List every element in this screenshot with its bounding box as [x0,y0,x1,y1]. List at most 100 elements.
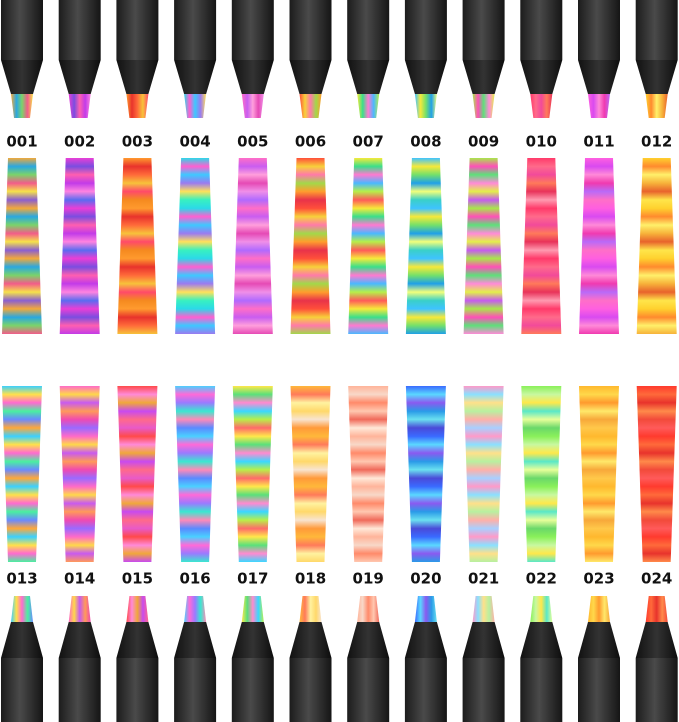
pencil-cone [174,622,217,658]
pencil-cone [231,60,274,94]
pencil-cone [404,60,447,94]
color-code: 014 [64,570,95,588]
pencil-item: 017 [231,386,274,722]
pencil-item: 003 [116,0,159,334]
pencil-body [58,0,101,60]
color-code: 019 [353,570,384,588]
color-code: 004 [179,133,210,151]
pencil-cone [520,60,563,94]
color-code: 011 [583,133,614,151]
pencil-item: 011 [578,0,620,334]
color-code: 007 [353,133,384,151]
color-swatch [290,386,331,562]
pencil-body [404,0,447,60]
color-code: 005 [237,133,268,151]
color-swatch [290,158,331,334]
pencil-cone [635,60,678,94]
color-swatch [463,158,504,334]
pencil-cone [289,60,332,94]
color-swatch [405,386,446,562]
pencil-item: 006 [289,0,332,334]
pencil-cone [347,622,390,658]
color-code: 013 [6,570,37,588]
pencil-body [289,658,332,722]
pencil-tip [472,596,495,622]
pencil-cone [116,622,159,658]
color-code: 002 [64,133,95,151]
pencil-tip [530,596,553,622]
color-swatch [579,158,619,334]
pencil-tip [11,94,33,118]
pencil-item: 012 [635,0,678,334]
color-code: 008 [410,133,441,151]
color-code: 006 [295,133,326,151]
pencil-body [1,658,43,722]
pencil-item: 002 [58,0,101,334]
pencil-tip [472,94,495,118]
pencil-body [116,0,159,60]
pencil-cone [635,622,678,658]
color-swatch [59,158,100,334]
color-code: 021 [468,570,499,588]
pencil-body [116,658,159,722]
pencil-body [520,658,563,722]
pencil-item: 018 [289,386,332,722]
color-swatch [348,386,389,562]
color-code: 024 [641,570,672,588]
pencil-body [635,0,678,60]
pencil-tip [184,596,207,622]
pencil-item: 004 [174,0,217,334]
color-swatch [2,386,42,562]
pencil-cone [1,60,43,94]
color-swatch [117,386,158,562]
pencil-tip [241,94,264,118]
pencil-tip [645,596,668,622]
color-swatch [636,386,677,562]
pencil-item: 019 [347,386,390,722]
pencil-cone [520,622,563,658]
pencil-body [174,0,217,60]
pencil-cone [289,622,332,658]
pencil-cone [231,622,274,658]
color-code: 001 [6,133,37,151]
pencil-item: 001 [1,0,43,334]
pencil-cone [578,622,620,658]
pencil-item: 014 [58,386,101,722]
color-code: 020 [410,570,441,588]
pencil-tip [68,596,91,622]
pencil-item: 020 [404,386,447,722]
pencil-tip [11,596,33,622]
pencil-item: 009 [462,0,505,334]
color-code: 015 [122,570,153,588]
pencil-body [347,0,390,60]
color-swatch [521,386,562,562]
pencil-tip [299,94,322,118]
color-swatch [117,158,158,334]
color-swatch [175,386,216,562]
pencil-tip [588,94,610,118]
pencil-body [520,0,563,60]
pencil-item: 008 [404,0,447,334]
pencil-body [231,0,274,60]
pencil-tip [126,596,149,622]
pencil-body [404,658,447,722]
pencil-body [635,658,678,722]
pencil-tip [530,94,553,118]
pencil-item: 010 [520,0,563,334]
color-code: 012 [641,133,672,151]
pencil-item: 013 [1,386,43,722]
pencil-body [578,658,620,722]
color-swatch [2,158,42,334]
pencil-body [347,658,390,722]
pencil-cone [58,622,101,658]
pencil-tip [357,94,380,118]
pencil-body [58,658,101,722]
color-swatch [579,386,619,562]
pencil-body [1,0,43,60]
pencil-body [462,658,505,722]
color-code: 018 [295,570,326,588]
pencil-cone [462,622,505,658]
color-swatch [232,386,273,562]
pencil-item: 015 [116,386,159,722]
